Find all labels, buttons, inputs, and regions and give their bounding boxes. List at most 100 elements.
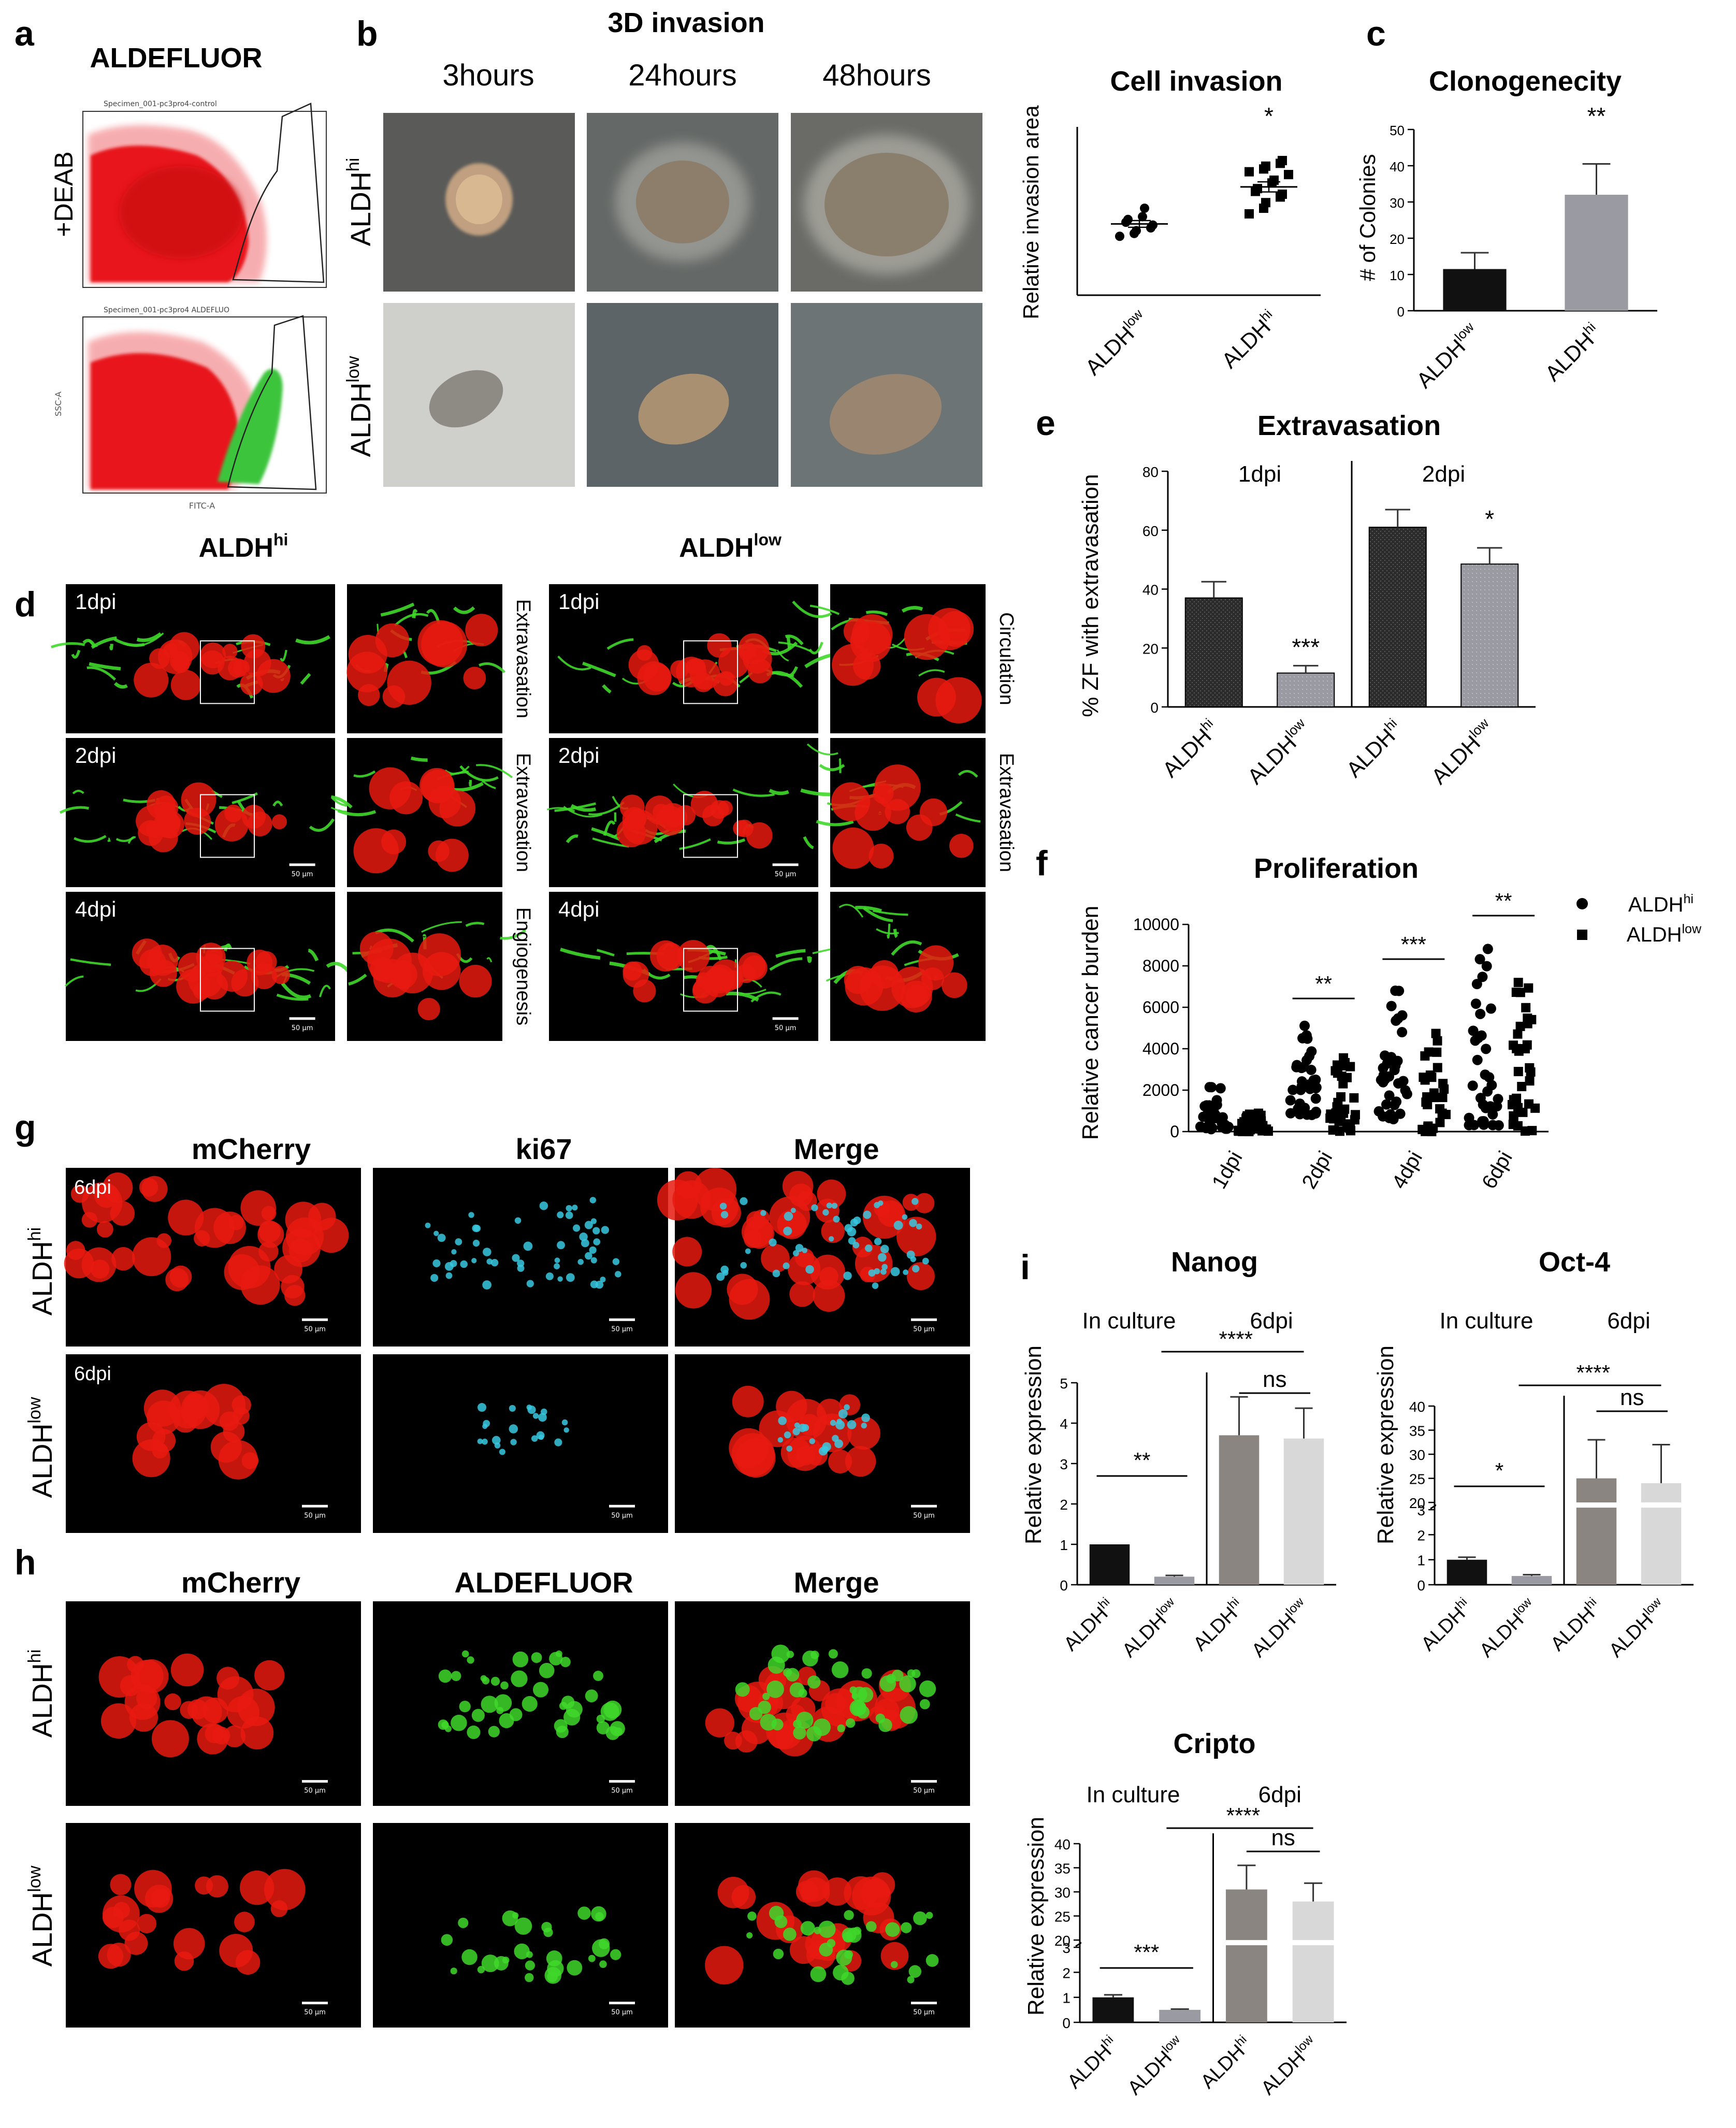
panel-b-row-hi: ALDHhi [343, 158, 377, 247]
ki67-nucleus [906, 1250, 915, 1259]
aldefluor-signal [774, 1915, 788, 1928]
data-point [1138, 212, 1147, 222]
dpi-label: 6dpi [74, 1363, 111, 1385]
dpi-label: 4dpi [558, 897, 599, 921]
panel-b-title: 3D invasion [607, 7, 764, 38]
invasion-image-low-48h [791, 303, 982, 487]
data-point [1507, 1100, 1517, 1110]
panel-h: mCherry ALDEFLUOR Merge ALDHhi ALDHlow 5… [25, 1566, 970, 2028]
tumor-cell [949, 833, 974, 858]
data-point [1524, 983, 1534, 993]
tumor-cell [156, 815, 177, 836]
tumor-cell [703, 967, 733, 997]
y-tick-label: 2000 [1142, 1081, 1179, 1099]
panel-g: mCherry ki67 Merge ALDHhi ALDHlow 6dpi 50… [25, 1133, 970, 1533]
scale-bar-label: 50 µm [611, 1512, 633, 1519]
ki67-nucleus [538, 1413, 547, 1422]
tumor-cell [705, 1946, 744, 1985]
ki67-nucleus [517, 1260, 525, 1267]
dpi-label: 1dpi [75, 589, 116, 614]
tumor-cell [134, 662, 169, 698]
ki67-nucleus [778, 1416, 787, 1425]
tumor-cell [914, 1193, 935, 1213]
y-tick-label: 10 [1390, 268, 1405, 283]
vessel-strand [394, 613, 429, 627]
y-tick-label: 40 [1054, 1836, 1070, 1852]
data-point [1285, 1095, 1296, 1106]
aldefluor-signal [451, 1671, 461, 1682]
ki67-nucleus [740, 1197, 748, 1206]
zoom-box [683, 948, 738, 1012]
tumor-cell [194, 1230, 210, 1247]
y-tick-label: 1 [1417, 1553, 1425, 1569]
ki67-nucleus [831, 1203, 837, 1209]
chart-f-title: Proliferation [1254, 853, 1419, 884]
category-label: ALDHhi [1340, 715, 1407, 782]
y-tick-label: 0 [1397, 304, 1405, 320]
deab-label: +DEAB [49, 151, 78, 237]
vessel-strand [453, 606, 475, 614]
data-point [1433, 1036, 1442, 1046]
y-tick-label: 2 [1062, 1965, 1070, 1981]
vessel-strand [570, 804, 597, 812]
ki67-nucleus [802, 1248, 808, 1253]
vessel-strand [732, 788, 775, 797]
aldefluor-signal [490, 1676, 500, 1686]
vessel-strand [816, 820, 854, 827]
aldefluor-signal [461, 1949, 478, 1965]
data-point [1198, 1111, 1209, 1122]
bar [1089, 1544, 1130, 1585]
data-point [1523, 1014, 1532, 1023]
data-point [1513, 1067, 1523, 1077]
y-tick-label: 1 [1060, 1537, 1068, 1553]
significance-label: *** [1292, 633, 1320, 660]
data-point [1397, 1010, 1408, 1021]
aldefluor-signal [567, 1960, 583, 1976]
vessel-strand [792, 600, 832, 618]
ki67-nucleus [557, 1211, 564, 1219]
timepoint-48h: 48hours [822, 59, 931, 92]
aldefluor-signal [879, 1675, 896, 1692]
aldefluor-signal [593, 1671, 603, 1681]
scale-bar-label: 50 µm [611, 1325, 633, 1333]
y-tick-label: 2 [1060, 1497, 1068, 1513]
ki67-nucleus [916, 1223, 922, 1230]
ki67-nucleus [499, 1449, 505, 1455]
category-label: ALDHlow [1117, 1595, 1184, 1661]
tumor-cell [234, 1912, 255, 1933]
flow-plot-1-header: Specimen_001-pc3pro4-control [104, 100, 217, 108]
data-point [1481, 961, 1492, 972]
y-tick-label: 3 [1417, 1502, 1425, 1518]
y-tick-label: 0 [1060, 1577, 1068, 1594]
tumor-cell [942, 972, 967, 998]
zebrafish-image-right-wide-0: 1dpi [549, 584, 835, 733]
tumor-cell [831, 782, 871, 821]
ki67-nucleus [432, 1259, 441, 1267]
zebrafish-image-left-zoom-1: Extravasation [330, 738, 534, 887]
ki67-nucleus [893, 1221, 903, 1230]
legend-label-low: ALDHlow [1627, 922, 1702, 946]
data-point [1394, 986, 1405, 996]
bar [1092, 1997, 1134, 2022]
y-tick-label: 40 [1390, 159, 1405, 175]
aldefluor-signal [856, 1705, 870, 1719]
vessel-strand [918, 669, 945, 677]
ki67-nucleus [450, 1260, 457, 1267]
data-point [1311, 1082, 1322, 1093]
ki67-nucleus [903, 1269, 908, 1275]
data-point [1380, 1050, 1391, 1061]
ki67-nucleus [844, 1404, 850, 1411]
data-point [1472, 1054, 1483, 1065]
aldefluor-signal [828, 1649, 838, 1659]
ki67-nucleus [540, 1408, 547, 1415]
aldefluor-signal [512, 1912, 519, 1919]
data-point [1310, 1093, 1321, 1104]
vessel-strand [348, 974, 367, 986]
aldefluor-signal [836, 1949, 852, 1966]
aldefluor-signal [494, 1694, 512, 1712]
ki67-nucleus [510, 1439, 517, 1445]
vessel-strand [807, 956, 812, 963]
panel-letter-f: f [1036, 844, 1048, 883]
zebrafish-image-right-zoom-1: Extravasation [806, 738, 1017, 887]
group-label: 6dpi [1607, 1308, 1650, 1334]
